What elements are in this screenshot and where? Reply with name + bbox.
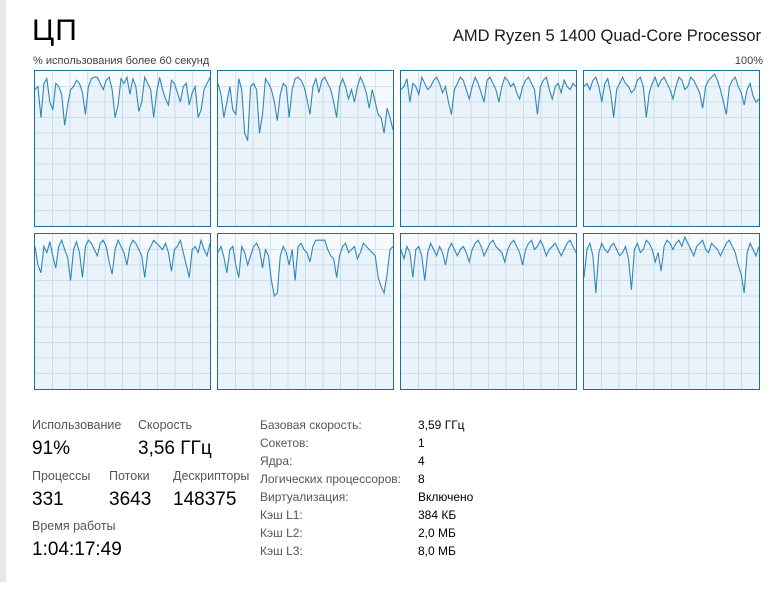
usage-line <box>401 75 576 115</box>
detail-value: 4 <box>418 454 425 468</box>
usage-area <box>35 240 210 389</box>
core-graph-svg <box>584 234 759 389</box>
core-graph-svg <box>584 71 759 226</box>
usage-area <box>584 74 759 226</box>
usage-label: Использование <box>32 418 122 432</box>
detail-label: Ядра: <box>260 454 293 468</box>
usage-line <box>218 239 393 298</box>
handles-label: Дескрипторы <box>173 469 250 483</box>
uptime-value: 1:04:17:49 <box>32 539 122 560</box>
usage-area <box>401 77 576 226</box>
core-graph-1[interactable] <box>34 70 211 227</box>
usage-area <box>35 77 210 226</box>
processes-value: 331 <box>32 489 64 510</box>
handles-value: 148375 <box>173 489 237 510</box>
core-graph-4[interactable] <box>583 70 760 227</box>
usage-area <box>584 237 759 389</box>
core-graph-8[interactable] <box>583 233 760 390</box>
usage-line <box>35 238 210 281</box>
detail-value: Включено <box>418 490 474 504</box>
usage-area <box>218 240 393 389</box>
usage-area <box>218 77 393 226</box>
detail-label: Сокетов: <box>260 436 309 450</box>
usage-line <box>584 235 759 294</box>
detail-value: 8,0 МБ <box>418 544 456 558</box>
core-graph-svg <box>35 234 210 389</box>
graph-max-label: 100% <box>734 55 763 67</box>
detail-label: Кэш L1: <box>260 508 303 522</box>
usage-area <box>401 240 576 389</box>
core-graph-5[interactable] <box>34 233 211 390</box>
threads-label: Потоки <box>109 469 150 483</box>
speed-value: 3,56 ГГц <box>138 438 212 459</box>
cpu-model-name: AMD Ryzen 5 1400 Quad-Core Processor <box>452 27 761 45</box>
usage-line <box>584 73 759 118</box>
window-left-edge <box>0 0 6 582</box>
core-graph-3[interactable] <box>400 70 577 227</box>
usage-line <box>35 75 210 126</box>
core-graph-svg <box>218 234 393 389</box>
core-graph-7[interactable] <box>400 233 577 390</box>
threads-value: 3643 <box>109 489 152 510</box>
core-graph-2[interactable] <box>217 70 394 227</box>
detail-label: Виртуализация: <box>260 490 349 504</box>
core-graph-svg <box>218 71 393 226</box>
core-graph-svg <box>401 234 576 389</box>
processes-label: Процессы <box>32 469 91 483</box>
usage-value: 91% <box>32 438 71 459</box>
detail-label: Кэш L3: <box>260 544 303 558</box>
detail-value: 3,59 ГГц <box>418 418 465 432</box>
detail-value: 384 КБ <box>418 508 457 522</box>
page-title: ЦП <box>32 14 78 47</box>
detail-value: 8 <box>418 472 425 486</box>
usage-line <box>401 238 576 281</box>
detail-label: Базовая скорость: <box>260 418 362 432</box>
core-graph-svg <box>401 71 576 226</box>
graph-caption: % использования более 60 секунд <box>33 55 210 67</box>
detail-label: Логических процессоров: <box>260 472 401 486</box>
usage-line <box>218 75 393 141</box>
detail-value: 1 <box>418 436 425 450</box>
core-graph-6[interactable] <box>217 233 394 390</box>
uptime-label: Время работы <box>32 519 116 533</box>
core-graph-svg <box>35 71 210 226</box>
detail-value: 2,0 МБ <box>418 526 456 540</box>
detail-label: Кэш L2: <box>260 526 303 540</box>
speed-label: Скорость <box>138 418 192 432</box>
